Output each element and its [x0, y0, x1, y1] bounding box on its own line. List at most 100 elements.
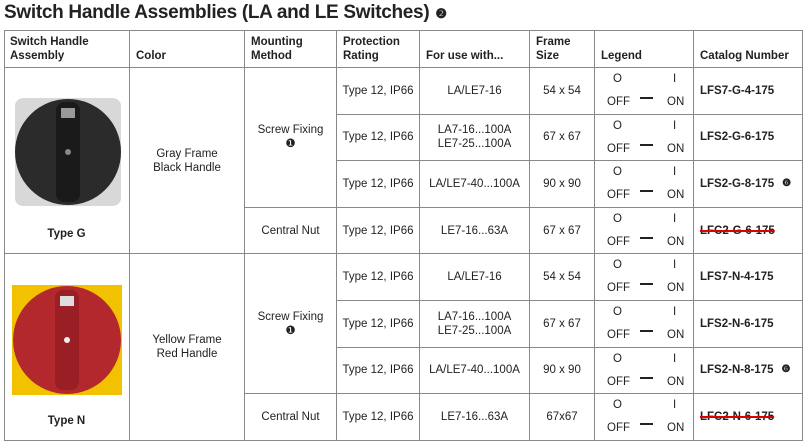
legend-bottom-right: ON — [667, 422, 685, 435]
legend-dash — [640, 376, 653, 379]
protection-cell: Type 12, IP66 — [337, 347, 420, 395]
legend-bottom-right: ON — [667, 282, 685, 295]
use-line: LA7-16...100A — [437, 124, 512, 137]
color-cell: Yellow Frame Red Handle — [130, 254, 245, 441]
legend-top-right: I — [673, 399, 677, 412]
catalog-number: LFS2-N-6-175 — [700, 317, 774, 330]
use-cell: LA7-16...100A LE7-25...100A — [420, 114, 530, 162]
type-label: Type G — [47, 228, 86, 241]
legend-top-right: I — [673, 352, 677, 365]
frame-size: 67x67 — [546, 410, 578, 423]
legend-bottom-right: ON — [667, 142, 685, 155]
frame-size: 54 x 54 — [543, 271, 581, 284]
mounting-method: Central Nut — [261, 410, 320, 423]
use-line: LA7-16...100A — [437, 310, 512, 323]
header-line: Protection — [343, 36, 400, 48]
color-line: Yellow Frame — [152, 334, 222, 347]
column-header: Color — [130, 30, 245, 68]
catalog-number: LFS2-G-8-175 — [700, 177, 775, 190]
header-line: Frame — [536, 36, 571, 48]
protection: Type 12, IP66 — [342, 410, 414, 423]
catalog-cell: LFC2-G-6-175 — [694, 207, 803, 255]
mounting-cell: Central Nut — [245, 207, 337, 255]
catalog-cell: LFS7-N-4-175 — [694, 254, 803, 301]
color-line: Red Handle — [156, 348, 218, 361]
use-line: LA/LE7-40...100A — [429, 177, 520, 190]
legend-top-right: I — [673, 119, 677, 132]
protection-cell: Type 12, IP66 — [337, 161, 420, 208]
legend-cell: O I OFF ON — [595, 301, 694, 348]
protection: Type 12, IP66 — [342, 84, 414, 97]
frame-cell: 54 x 54 — [530, 68, 595, 115]
mounting-cell: Central Nut — [245, 394, 337, 441]
catalog-cell: LFS7-G-4-175 — [694, 68, 803, 115]
use-cell: LA7-16...100A LE7-25...100A — [420, 301, 530, 348]
column-header: Switch Handle Assembly — [4, 30, 130, 68]
catalog-cell: LFS2-N-8-175 ❻ — [694, 347, 803, 395]
frame-cell: 67 x 67 — [530, 114, 595, 162]
legend-bottom-left: OFF — [607, 375, 630, 388]
title-note: ❷ — [435, 6, 447, 21]
catalog-number: LFC2-N-6-175 — [700, 410, 775, 423]
assembly-cell: Type G — [4, 68, 130, 255]
legend-dash — [640, 330, 653, 332]
use-cell: LA/LE7-16 — [420, 68, 530, 115]
use-cell: LE7-16...63A — [420, 394, 530, 441]
protection-cell: Type 12, IP66 — [337, 207, 420, 255]
title-text: Switch Handle Assemblies (LA and LE Swit… — [4, 2, 430, 23]
catalog-cell: LFS2-G-6-175 — [694, 114, 803, 162]
legend-bottom-right: ON — [667, 235, 685, 248]
legend-top-left: O — [613, 352, 622, 365]
header-line: Legend — [601, 50, 642, 62]
legend-bottom-right: ON — [667, 329, 685, 341]
protection: Type 12, IP66 — [342, 224, 414, 237]
legend-bottom-left: OFF — [607, 96, 630, 108]
legend-bottom-right: ON — [667, 375, 685, 388]
legend-cell: O I OFF ON — [595, 394, 694, 441]
header-line: Size — [536, 50, 560, 62]
use-line: LE7-16...63A — [440, 224, 509, 237]
legend-dash — [640, 190, 653, 193]
protection-cell: Type 12, IP66 — [337, 254, 420, 301]
protection-cell: Type 12, IP66 — [337, 394, 420, 441]
type-label: Type N — [47, 414, 86, 427]
protection: Type 12, IP66 — [342, 317, 414, 330]
catalog-cell: LFC2-N-6-175 — [694, 394, 803, 441]
frame-size: 67 x 67 — [543, 131, 581, 144]
legend-cell: O I OFF ON — [595, 254, 694, 301]
frame-cell: 67 x 67 — [530, 207, 595, 255]
mounting-method: Screw Fixing — [257, 124, 324, 137]
mounting-cell: Screw Fixing ❶ — [245, 254, 337, 395]
legend-top-left: O — [613, 73, 622, 85]
catalog-cell: LFS2-N-6-175 — [694, 301, 803, 348]
legend-top-right: I — [673, 212, 677, 225]
frame-cell: 54 x 54 — [530, 254, 595, 301]
frame-size: 90 x 90 — [543, 177, 581, 190]
use-cell: LA/LE7-40...100A — [420, 161, 530, 208]
legend-top-right: I — [673, 306, 677, 318]
protection-cell: Type 12, IP66 — [337, 114, 420, 162]
use-line: LA/LE7-16 — [447, 271, 502, 284]
use-line: LA/LE7-16 — [447, 84, 502, 97]
catalog-note: ❻ — [781, 364, 791, 376]
column-header: Mounting Method — [245, 30, 337, 68]
legend-cell: O I OFF ON — [595, 347, 694, 395]
catalog-number: LFS7-N-4-175 — [700, 271, 774, 284]
legend-dash — [640, 143, 653, 146]
legend-bottom-right: ON — [667, 96, 685, 108]
frame-cell: 90 x 90 — [530, 161, 595, 208]
header-line: Switch Handle — [10, 36, 89, 48]
column-header: Catalog Number — [694, 30, 803, 68]
legend-top-left: O — [613, 119, 622, 132]
frame-cell: 90 x 90 — [530, 347, 595, 395]
protection: Type 12, IP66 — [342, 271, 414, 284]
legend-dash — [640, 97, 653, 99]
frame-size: 54 x 54 — [543, 84, 581, 97]
legend-top-right: I — [673, 166, 677, 179]
header-line: Rating — [343, 50, 379, 62]
frame-cell: 67 x 67 — [530, 301, 595, 348]
assembly-cell: Type N — [4, 254, 130, 441]
column-header: Legend — [595, 30, 694, 68]
